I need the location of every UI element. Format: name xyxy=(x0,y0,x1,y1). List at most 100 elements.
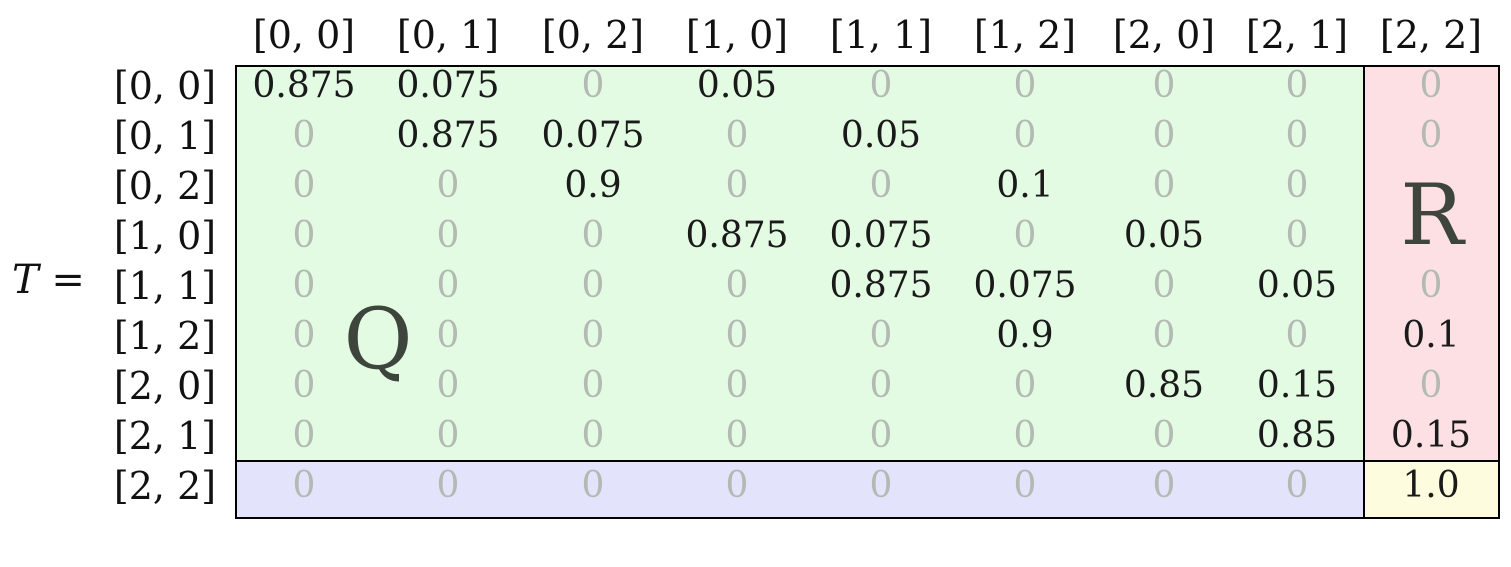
zero-block xyxy=(235,460,1364,519)
matrix-cell: 0 xyxy=(1419,365,1443,406)
matrix-cell: 0 xyxy=(1285,115,1309,156)
matrix-cell: 0 xyxy=(1285,165,1309,206)
column-header: [1, 1] xyxy=(829,13,933,57)
row-header: [0, 0] xyxy=(113,64,217,108)
matrix-cell: 0 xyxy=(1013,215,1037,256)
matrix-cell: 0 xyxy=(869,165,893,206)
matrix-cell: 0.875 xyxy=(252,65,356,106)
column-header: [2, 0] xyxy=(1112,13,1216,57)
matrix-cell: 0.075 xyxy=(396,65,500,106)
matrix-cell: 0 xyxy=(292,315,316,356)
matrix-cell: 0 xyxy=(292,165,316,206)
matrix-cell: 0 xyxy=(581,315,605,356)
matrix-cell: 0 xyxy=(1013,465,1037,506)
matrix-cell: 0 xyxy=(436,315,460,356)
matrix-cell: 0 xyxy=(292,265,316,306)
matrix-cell: 0.15 xyxy=(1390,415,1472,456)
column-header: [1, 2] xyxy=(973,13,1077,57)
matrix-cell: 0.05 xyxy=(1123,215,1205,256)
row-header: [1, 2] xyxy=(113,314,217,358)
matrix-cell: 0 xyxy=(725,265,749,306)
matrix-cell: 0 xyxy=(869,365,893,406)
matrix-cell: 0 xyxy=(581,415,605,456)
matrix-cell: 0 xyxy=(869,465,893,506)
row-header: [0, 2] xyxy=(113,164,217,208)
matrix-cell: 0.05 xyxy=(696,65,778,106)
row-header: [0, 1] xyxy=(113,114,217,158)
matrix-cell: 0 xyxy=(1152,165,1176,206)
column-header: [2, 2] xyxy=(1379,13,1483,57)
matrix-cell: 0.875 xyxy=(829,265,933,306)
matrix-cell: 0 xyxy=(581,65,605,106)
matrix-cell: 0.9 xyxy=(996,315,1054,356)
matrix-name: T xyxy=(12,257,39,303)
q-block xyxy=(235,65,1364,461)
r-block xyxy=(1363,65,1500,461)
matrix-cell: 0 xyxy=(292,415,316,456)
matrix-cell: 0.05 xyxy=(840,115,922,156)
matrix-cell: 0.075 xyxy=(541,115,645,156)
row-header: [2, 2] xyxy=(113,464,217,508)
matrix-cell: 0 xyxy=(581,215,605,256)
matrix-cell: 0 xyxy=(725,165,749,206)
matrix-cell: 0 xyxy=(436,415,460,456)
matrix-cell: 0 xyxy=(1152,65,1176,106)
matrix-cell: 0 xyxy=(1152,315,1176,356)
r-region-label: R xyxy=(1400,166,1464,264)
matrix-cell: 0 xyxy=(581,365,605,406)
matrix-cell: 0 xyxy=(581,265,605,306)
matrix-cell: 0 xyxy=(1285,465,1309,506)
column-header: [0, 1] xyxy=(396,13,500,57)
matrix-cell: 0 xyxy=(1013,65,1037,106)
matrix-cell: 0 xyxy=(292,365,316,406)
matrix-cell: 0 xyxy=(725,465,749,506)
matrix-cell: 0 xyxy=(436,215,460,256)
matrix-cell: 0.05 xyxy=(1256,265,1338,306)
matrix-cell: 0 xyxy=(292,215,316,256)
matrix-cell: 0 xyxy=(436,465,460,506)
matrix-cell: 0 xyxy=(436,265,460,306)
column-header: [0, 2] xyxy=(541,13,645,57)
matrix-cell: 0 xyxy=(1013,115,1037,156)
matrix-cell: 0.1 xyxy=(996,165,1054,206)
matrix-cell: 0 xyxy=(1013,415,1037,456)
matrix-cell: 0.875 xyxy=(685,215,789,256)
matrix-cell: 0.875 xyxy=(396,115,500,156)
column-header: [1, 0] xyxy=(685,13,789,57)
matrix-cell: 0 xyxy=(869,65,893,106)
matrix-cell: 0.85 xyxy=(1256,415,1338,456)
matrix-cell: 0 xyxy=(1419,265,1443,306)
matrix-cell: 0 xyxy=(1152,465,1176,506)
q-region-label: Q xyxy=(343,290,413,388)
matrix-cell: 0 xyxy=(725,415,749,456)
row-header: [2, 0] xyxy=(113,364,217,408)
row-header: [2, 1] xyxy=(113,414,217,458)
matrix-cell: 0 xyxy=(1013,365,1037,406)
identity-block xyxy=(1363,460,1500,519)
matrix-cell: 0 xyxy=(725,315,749,356)
matrix-cell: 0 xyxy=(1285,315,1309,356)
matrix-cell: 0 xyxy=(1285,215,1309,256)
matrix-cell: 0 xyxy=(1152,115,1176,156)
column-header: [2, 1] xyxy=(1245,13,1349,57)
matrix-cell: 0 xyxy=(725,365,749,406)
matrix-cell: 0.15 xyxy=(1256,365,1338,406)
matrix-cell: 0.075 xyxy=(973,265,1077,306)
row-header: [1, 1] xyxy=(113,264,217,308)
matrix-cell: 0.1 xyxy=(1402,315,1460,356)
matrix-cell: 0 xyxy=(1419,65,1443,106)
matrix-cell: 0 xyxy=(1152,265,1176,306)
matrix-cell: 0 xyxy=(725,115,749,156)
column-header: [0, 0] xyxy=(252,13,356,57)
matrix-cell: 0 xyxy=(1285,65,1309,106)
matrix-cell: 0 xyxy=(869,415,893,456)
equals-sign: = xyxy=(51,257,85,303)
matrix-cell: 0.9 xyxy=(564,165,622,206)
matrix-cell: 0.075 xyxy=(829,215,933,256)
matrix-cell: 1.0 xyxy=(1402,465,1460,506)
matrix-cell: 0 xyxy=(292,465,316,506)
matrix-cell: 0 xyxy=(292,115,316,156)
matrix-equation-label: T = xyxy=(12,255,85,305)
matrix-cell: 0 xyxy=(1152,415,1176,456)
